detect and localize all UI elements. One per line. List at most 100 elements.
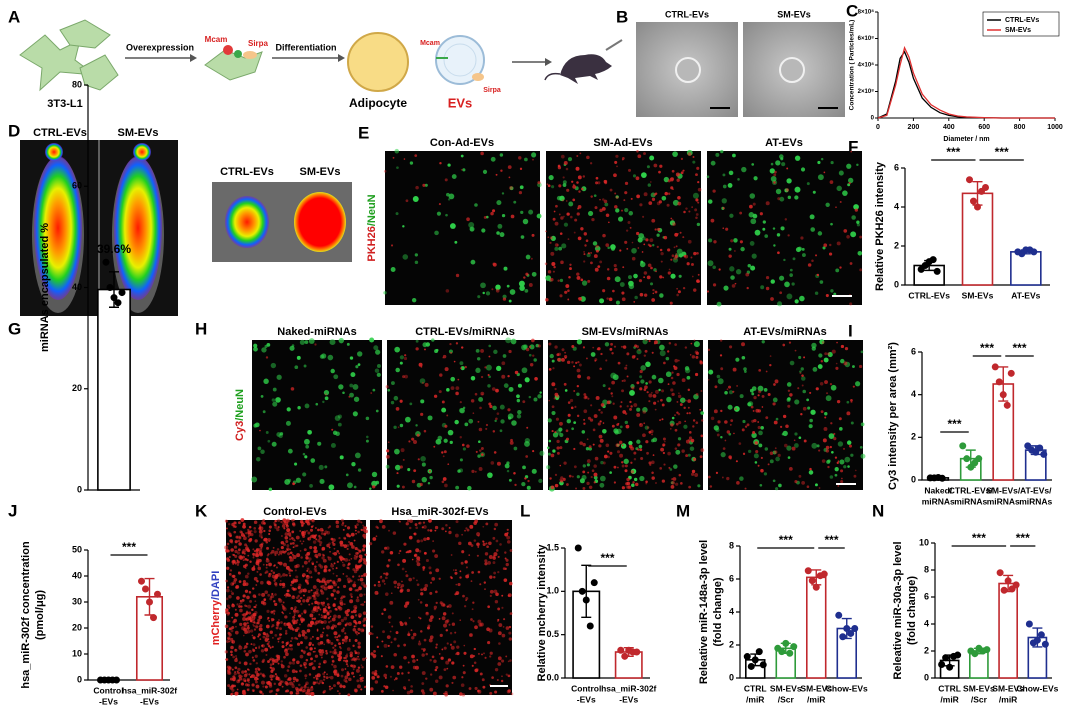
cell-signal <box>652 454 655 457</box>
y-tick-label: 6 <box>924 591 929 601</box>
cell-signal <box>787 389 791 392</box>
cell-signal <box>493 527 497 531</box>
cell-signal <box>600 403 605 407</box>
cell-signal <box>592 428 596 432</box>
cell-signal <box>670 388 674 392</box>
cell-signal <box>556 446 560 450</box>
x-tick-label: /Scr <box>971 694 988 704</box>
cell-signal <box>531 271 537 277</box>
cell-signal <box>318 563 322 567</box>
cell-signal <box>695 393 699 396</box>
cell-signal <box>752 202 756 206</box>
cell-signal <box>489 594 492 597</box>
cell-signal <box>225 597 229 601</box>
cell-signal <box>628 210 634 216</box>
sirpa-icon <box>472 73 484 81</box>
cell-signal <box>428 638 433 643</box>
cell-signal <box>675 422 679 426</box>
cell-signal <box>277 526 280 529</box>
cell-signal <box>390 400 395 405</box>
cell-signal <box>324 393 327 396</box>
cell-signal <box>455 583 458 586</box>
cell-signal <box>693 288 697 292</box>
cell-signal <box>297 633 302 638</box>
cell-signal <box>332 602 336 606</box>
cell-signal <box>801 253 806 257</box>
cell-signal <box>424 603 429 607</box>
cell-signal <box>605 359 608 362</box>
cell-signal <box>829 180 834 184</box>
cell-signal <box>429 571 432 575</box>
cell-signal <box>759 483 763 487</box>
cell-signal <box>569 263 572 266</box>
cell-signal <box>287 625 291 629</box>
cell-signal <box>674 254 678 258</box>
cell-signal <box>685 454 689 458</box>
cell-signal <box>426 536 430 541</box>
cell-signal <box>284 615 288 619</box>
cell-signal <box>310 662 314 666</box>
cell-signal <box>273 521 276 525</box>
cell-signal <box>643 276 646 279</box>
cell-signal <box>833 436 837 441</box>
cell-signal <box>357 655 360 658</box>
cell-signal <box>318 464 324 470</box>
cell-signal <box>658 388 661 392</box>
cell-signal <box>286 622 290 626</box>
arrow-head <box>338 54 345 62</box>
cell-signal <box>356 588 359 592</box>
cell-signal <box>284 532 289 537</box>
cell-signal <box>322 558 327 563</box>
cell-signal <box>551 359 555 363</box>
cell-signal <box>482 169 488 174</box>
cell-signal <box>621 461 624 464</box>
cell-signal <box>485 542 488 545</box>
cell-signal <box>289 612 291 615</box>
cell-signal <box>465 527 468 530</box>
cell-signal <box>626 405 629 408</box>
cell-signal <box>828 433 835 439</box>
cell-signal <box>277 597 281 601</box>
cell-signal <box>746 286 749 290</box>
cell-signal <box>428 470 431 473</box>
cell-signal <box>563 354 568 359</box>
cell-signal <box>728 455 732 459</box>
cell-signal <box>333 648 337 652</box>
cell-signal <box>517 383 522 388</box>
cell-signal <box>266 557 269 561</box>
data-point <box>118 289 126 297</box>
cell-signal <box>612 402 615 405</box>
cell-signal <box>420 399 425 404</box>
cell-signal <box>364 563 367 566</box>
cell-signal <box>346 672 350 677</box>
cell-signal <box>224 610 229 615</box>
cell-signal <box>686 412 689 415</box>
cell-signal <box>496 365 502 372</box>
cell-signal <box>518 191 523 195</box>
cell-signal <box>621 380 624 382</box>
cell-signal <box>623 458 629 465</box>
cell-signal <box>450 554 453 556</box>
cell-signal <box>253 530 257 534</box>
cell-signal <box>290 640 292 643</box>
cell-signal <box>296 544 299 547</box>
cell-signal <box>285 644 288 647</box>
cell-signal <box>563 161 568 165</box>
cell-signal <box>360 603 363 606</box>
panel-labels: A B C D E F G H I J K L M N <box>8 1 884 520</box>
cell-signal <box>706 290 710 293</box>
cell-signal <box>306 567 310 571</box>
cell-signal <box>797 246 802 252</box>
cell-signal <box>599 208 603 213</box>
cell-signal <box>401 672 404 675</box>
cell-signal <box>837 485 840 487</box>
cell-signal <box>565 167 569 171</box>
cell-signal <box>462 664 465 667</box>
cell-signal <box>289 681 293 686</box>
cell-signal <box>504 551 507 554</box>
cell-signal <box>344 610 349 615</box>
cell-signal <box>797 387 800 390</box>
cell-signal <box>355 532 357 535</box>
cell-signal <box>655 270 657 273</box>
cell-signal <box>301 531 304 535</box>
